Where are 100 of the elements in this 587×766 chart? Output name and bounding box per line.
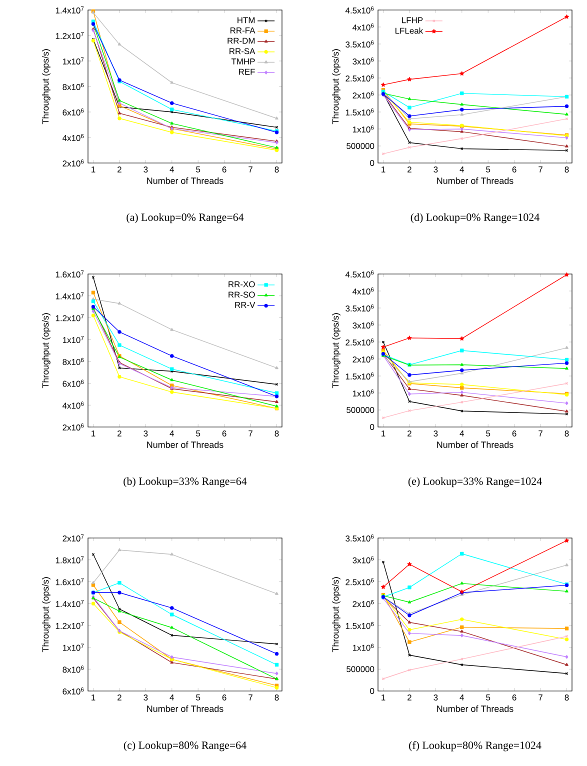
y-tick-label: 1.5x10$^{6}$ bbox=[346, 622, 374, 629]
y-tick-label: 1x10$^{7}$ bbox=[62, 336, 84, 344]
y-tick-label: 3x10$^{6}$ bbox=[352, 321, 374, 329]
y-tick-label: 8x10$^{6}$ bbox=[62, 358, 84, 365]
x-tick-label: 8 bbox=[274, 166, 279, 173]
y-axis-title: Throughput (ops/s) bbox=[332, 49, 340, 124]
y-tick-label: 1x10$^{6}$ bbox=[352, 125, 374, 133]
x-tick-label: 4 bbox=[170, 166, 174, 172]
x-tick-label: 6 bbox=[222, 430, 226, 437]
x-tick-label: 2 bbox=[118, 430, 122, 436]
y-tick-label: 1.2x10$^{7}$ bbox=[56, 32, 84, 39]
x-tick-label: 4 bbox=[460, 166, 464, 172]
y-axis-title: Throughput (ops/s) bbox=[332, 313, 340, 388]
x-tick-label: 5 bbox=[486, 166, 490, 172]
text: (e) Lookup=33% Range=1024 bbox=[408, 477, 542, 488]
y-tick-label: 0 bbox=[370, 688, 374, 694]
x-tick-label: 8 bbox=[564, 166, 569, 173]
y-tick-label: 3.5x10$^{6}$ bbox=[346, 534, 374, 542]
x-tick-label: 5 bbox=[486, 694, 490, 700]
x-tick-label: 7 bbox=[538, 430, 542, 436]
y-tick-label: 2x10$^{7}$ bbox=[62, 534, 84, 542]
legend-label: REF bbox=[238, 68, 255, 75]
legend-label: HTM bbox=[238, 17, 255, 24]
y-tick-label: 1.5x10$^{6}$ bbox=[346, 372, 374, 380]
x-tick-label: 3 bbox=[434, 694, 438, 701]
x-tick-label: 5 bbox=[486, 430, 490, 436]
x-tick-label: 2 bbox=[408, 166, 412, 172]
y-tick-label: 500000 bbox=[346, 666, 374, 672]
x-axis-title: Number of Threads bbox=[437, 441, 514, 448]
y-tick-label: 3x10$^{6}$ bbox=[352, 57, 374, 65]
x-tick-label: 2 bbox=[118, 166, 122, 172]
legend-label: LFLeak bbox=[396, 28, 424, 34]
x-axis-title: Number of Threads bbox=[147, 177, 224, 184]
legend-label: RR-V bbox=[235, 302, 256, 308]
x-axis-title: Number of Threads bbox=[437, 177, 514, 184]
text: (b) Lookup=33% Range=64 bbox=[124, 477, 247, 488]
y-tick-label: 1.6x10$^{7}$ bbox=[56, 578, 84, 586]
x-tick-label: 1 bbox=[92, 694, 96, 700]
text: (d) Lookup=0% Range=1024 bbox=[410, 213, 540, 224]
y-tick-label: 2x10$^{6}$ bbox=[352, 91, 374, 99]
y-axis-title: Throughput (ops/s) bbox=[42, 577, 50, 652]
x-tick-label: 7 bbox=[538, 694, 542, 700]
y-tick-label: 8x10$^{6}$ bbox=[62, 82, 84, 90]
y-tick-label: 2x10$^{6}$ bbox=[62, 159, 84, 167]
y-tick-label: 500000 bbox=[346, 407, 374, 413]
x-tick-label: 2 bbox=[408, 430, 412, 436]
x-tick-label: 6 bbox=[222, 166, 226, 173]
y-tick-label: 3.5x10$^{6}$ bbox=[346, 40, 374, 48]
y-tick-label: 4x10$^{6}$ bbox=[352, 23, 374, 31]
x-tick-label: 5 bbox=[196, 166, 200, 172]
legend-label: RR-XO bbox=[228, 281, 255, 288]
x-tick-label: 4 bbox=[170, 430, 174, 436]
y-tick-label: 6x10$^{6}$ bbox=[62, 380, 84, 387]
y-tick-label: 4.5x10$^{6}$ bbox=[345, 270, 374, 278]
x-tick-label: 5 bbox=[196, 430, 200, 436]
text: (c) Lookup=80% Range=64 bbox=[124, 741, 246, 752]
y-tick-label: 2.5x10$^{6}$ bbox=[346, 338, 374, 346]
x-tick-label: 8 bbox=[564, 694, 569, 701]
x-tick-label: 4 bbox=[170, 694, 174, 700]
x-tick-label: 4 bbox=[460, 430, 464, 436]
x-tick-label: 1 bbox=[382, 166, 386, 172]
y-tick-label: 3.5x10$^{6}$ bbox=[346, 304, 374, 312]
y-tick-label: 4x10$^{6}$ bbox=[352, 287, 374, 295]
x-axis-title: Number of Threads bbox=[147, 441, 224, 448]
legend-label: LFHP bbox=[402, 17, 423, 24]
legend-label: RR-DM bbox=[228, 38, 255, 44]
x-tick-label: 7 bbox=[538, 166, 542, 172]
y-tick-label: 4x10$^{6}$ bbox=[62, 134, 84, 142]
legend-label: RR-FA bbox=[230, 28, 256, 34]
y-tick-label: 1.2x10$^{7}$ bbox=[56, 314, 84, 322]
y-tick-label: 0 bbox=[370, 160, 374, 166]
x-tick-label: 3 bbox=[144, 166, 148, 173]
x-axis-title: Number of Threads bbox=[437, 705, 514, 712]
y-tick-label: 1.5x10$^{6}$ bbox=[346, 108, 374, 116]
y-tick-label: 1.6x10$^{7}$ bbox=[56, 270, 84, 278]
y-tick-label: 1.4x10$^{7}$ bbox=[56, 600, 84, 608]
y-tick-label: 1x10$^{6}$ bbox=[352, 389, 374, 397]
y-tick-label: 6x10$^{6}$ bbox=[62, 108, 84, 116]
x-tick-label: 2 bbox=[118, 694, 122, 700]
x-tick-label: 5 bbox=[196, 694, 200, 700]
y-tick-label: 1x10$^{7}$ bbox=[62, 644, 84, 651]
x-tick-label: 6 bbox=[222, 694, 226, 701]
x-tick-label: 8 bbox=[564, 430, 569, 437]
x-tick-label: 7 bbox=[248, 430, 252, 436]
y-tick-label: 1x10$^{6}$ bbox=[352, 644, 374, 651]
y-tick-label: 1.4x10$^{7}$ bbox=[56, 6, 84, 14]
legend-label: RR-SA bbox=[230, 48, 256, 54]
x-tick-label: 8 bbox=[274, 430, 279, 437]
y-tick-label: 4x10$^{6}$ bbox=[62, 402, 84, 409]
x-tick-label: 3 bbox=[144, 430, 148, 437]
x-tick-label: 6 bbox=[512, 430, 516, 437]
x-tick-label: 1 bbox=[92, 430, 96, 436]
y-axis-title: Throughput (ops/s) bbox=[42, 313, 50, 388]
x-tick-label: 1 bbox=[382, 694, 386, 700]
legend-label: RR-SO bbox=[228, 292, 255, 298]
y-tick-label: 6x10$^{6}$ bbox=[62, 687, 84, 695]
x-tick-label: 3 bbox=[144, 694, 148, 701]
y-tick-label: 2x10$^{6}$ bbox=[62, 423, 84, 431]
x-tick-label: 2 bbox=[408, 694, 412, 700]
y-tick-label: 3x10$^{6}$ bbox=[352, 556, 374, 564]
